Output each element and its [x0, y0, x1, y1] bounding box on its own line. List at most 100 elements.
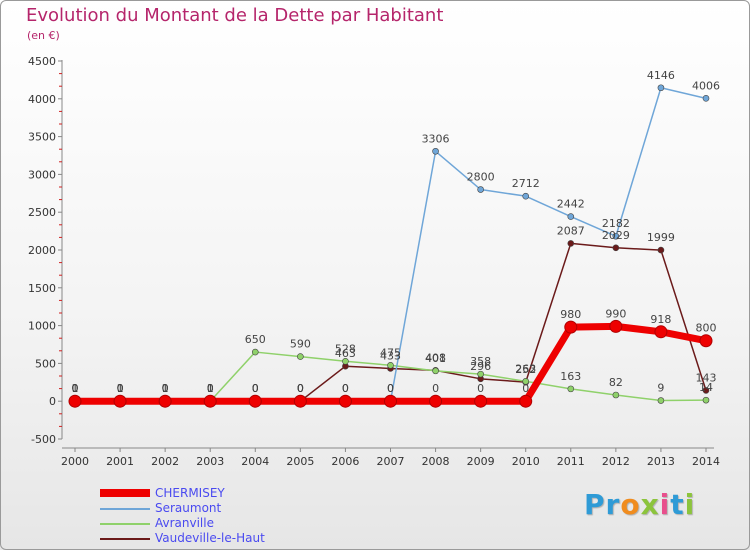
x-tick-label: 2009	[467, 455, 495, 468]
data-label-avranville: 475	[380, 346, 401, 359]
legend-swatch-vaudeville	[100, 538, 150, 540]
data-label-seraumont: 4006	[692, 79, 720, 92]
point-vaudeville-le-haut	[702, 387, 710, 394]
proxiti-logo: Proxiti	[584, 488, 696, 521]
y-tick-label: 2000	[28, 244, 56, 257]
point-chermisey	[68, 394, 82, 408]
legend-label-vaudeville: Vaudeville-le-Haut	[155, 531, 265, 545]
data-label-seraumont: 1	[72, 382, 79, 395]
y-tick-label: 4500	[28, 55, 56, 68]
x-tick-label: 2008	[422, 455, 450, 468]
data-label-chermisey: 0	[252, 382, 259, 395]
point-chermisey	[609, 319, 623, 333]
data-label-avranville: 263	[515, 362, 536, 375]
data-label-avranville: 0	[207, 382, 214, 395]
data-label-seraumont: 0	[342, 382, 349, 395]
point-chermisey	[699, 334, 713, 348]
data-label-avranville: 528	[335, 342, 356, 355]
point-vaudeville-le-haut	[612, 244, 620, 252]
x-tick-label: 2004	[241, 455, 269, 468]
data-label-chermisey: 0	[477, 382, 484, 395]
data-label-chermisey: 0	[522, 382, 529, 395]
data-label-chermisey: 0	[342, 382, 349, 395]
x-tick-label: 2000	[61, 455, 89, 468]
data-label-avranville: 0	[162, 382, 169, 395]
y-tick-label: 3500	[28, 131, 56, 144]
point-chermisey	[519, 394, 533, 408]
point-seraumont	[522, 192, 530, 200]
point-seraumont	[477, 186, 484, 193]
legend-label-chermisey: CHERMISEY	[155, 486, 225, 500]
point-chermisey	[248, 394, 262, 408]
point-avranville	[297, 353, 304, 360]
point-chermisey	[338, 394, 352, 408]
y-tick-label: 1500	[28, 282, 56, 295]
data-label-vaudeville-le-haut: 296	[470, 360, 491, 373]
legend-swatch-seraumont	[100, 508, 150, 510]
data-label-seraumont: 1	[207, 382, 214, 395]
data-label-seraumont: 2712	[512, 177, 540, 190]
data-label-vaudeville-le-haut: 0	[72, 382, 79, 395]
legend-label-avranville: Avranville	[155, 516, 214, 530]
data-label-chermisey: 0	[207, 382, 214, 395]
point-seraumont	[432, 147, 439, 155]
data-label-chermisey: 0	[387, 382, 394, 395]
x-tick-label: 2005	[286, 455, 314, 468]
data-label-chermisey: 0	[117, 382, 124, 395]
data-label-chermisey: 800	[696, 322, 717, 335]
data-label-avranville: 82	[609, 376, 623, 389]
point-avranville	[432, 367, 439, 375]
legend-label-seraumont: Seraumont	[155, 501, 222, 515]
point-avranville	[612, 391, 620, 399]
data-label-seraumont: 3306	[422, 132, 450, 145]
x-tick-label: 2014	[692, 455, 720, 468]
x-tick-label: 2001	[106, 455, 134, 468]
data-label-vaudeville-le-haut: 433	[380, 349, 401, 362]
point-chermisey	[158, 394, 172, 408]
data-label-chermisey: 980	[560, 308, 581, 321]
point-seraumont	[657, 84, 665, 92]
y-tick-label: 2500	[28, 206, 56, 219]
point-seraumont	[612, 232, 620, 240]
data-label-avranville: 590	[290, 338, 311, 351]
point-avranville	[702, 396, 710, 404]
data-label-chermisey: 990	[605, 307, 626, 320]
point-avranville	[567, 385, 575, 393]
point-avranville	[477, 370, 484, 378]
legend-swatch-chermisey	[100, 489, 150, 497]
point-chermisey	[113, 394, 127, 408]
data-label-seraumont: 2800	[467, 171, 495, 184]
y-tick-label: -500	[31, 433, 56, 446]
data-label-seraumont: 0	[297, 382, 304, 395]
data-label-vaudeville-le-haut: 463	[335, 347, 356, 360]
point-chermisey	[384, 394, 397, 408]
data-label-seraumont: 0	[252, 382, 259, 395]
data-label-vaudeville-le-haut: 2029	[602, 229, 630, 242]
data-label-seraumont: 2182	[602, 217, 630, 230]
data-label-vaudeville-le-haut: 0	[162, 382, 169, 395]
data-label-avranville: 401	[425, 352, 446, 365]
legend-swatch-avranville	[100, 523, 150, 525]
x-tick-label: 2006	[331, 455, 359, 468]
x-tick-label: 2012	[602, 455, 630, 468]
data-label-vaudeville-le-haut: 1999	[647, 231, 675, 244]
point-seraumont	[702, 95, 710, 102]
point-vaudeville-le-haut	[657, 246, 665, 254]
data-label-seraumont: 0	[387, 382, 394, 395]
y-tick-label: 500	[35, 357, 56, 370]
point-avranville	[387, 361, 394, 369]
point-chermisey	[429, 394, 443, 408]
x-tick-label: 2013	[647, 455, 675, 468]
x-tick-label: 2003	[196, 455, 224, 468]
point-chermisey	[654, 325, 668, 339]
chart-title: Evolution du Montant de la Dette par Hab…	[26, 5, 444, 26]
data-label-vaudeville-le-haut: 2087	[557, 224, 585, 237]
y-tick-label: 1000	[28, 320, 56, 333]
data-label-avranville: 358	[470, 355, 491, 368]
data-label-seraumont: 4146	[647, 69, 675, 82]
data-label-avranville: 9	[657, 382, 664, 395]
point-seraumont	[567, 213, 575, 220]
y-tick-label: 0	[49, 395, 56, 408]
data-label-vaudeville-le-haut: 0	[117, 382, 124, 395]
